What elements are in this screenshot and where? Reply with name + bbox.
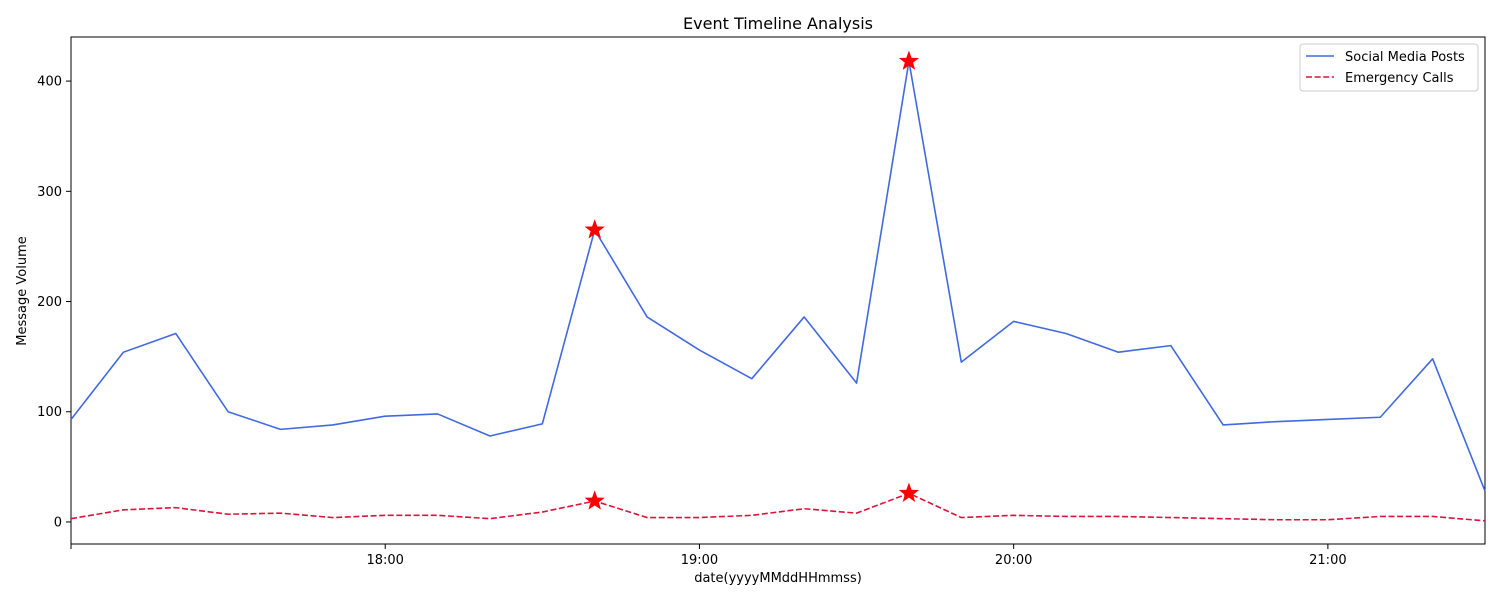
legend-box <box>1299 43 1479 92</box>
data-point-social-media-posts <box>1379 416 1381 418</box>
data-point-social-media-posts <box>384 415 386 417</box>
star-marker-social-media-posts <box>898 50 920 70</box>
data-point-emergency-calls <box>803 508 805 510</box>
data-point-social-media-posts <box>960 361 962 363</box>
data-point-social-media-posts <box>332 424 334 426</box>
x-axis: 18:00 19:00 20:00 21:00 <box>70 544 1347 568</box>
data-point-emergency-calls <box>227 513 229 515</box>
data-point-emergency-calls <box>1065 515 1067 517</box>
data-point-emergency-calls <box>1012 514 1014 516</box>
y-tick-label: 200 <box>37 295 62 310</box>
data-point-emergency-calls <box>751 514 753 516</box>
data-point-social-media-posts <box>1327 418 1329 420</box>
data-point-social-media-posts <box>1012 320 1014 322</box>
data-point-social-media-posts <box>1274 420 1276 422</box>
data-point-emergency-calls <box>855 512 857 514</box>
data-point-emergency-calls <box>70 517 72 519</box>
data-point-social-media-posts <box>489 435 491 437</box>
series-line-social-media-posts <box>70 60 1486 492</box>
data-point-emergency-calls <box>122 509 124 511</box>
x-tick-label: 20:00 <box>995 553 1032 568</box>
data-point-emergency-calls <box>960 516 962 518</box>
data-point-emergency-calls <box>175 506 177 508</box>
data-point-social-media-posts <box>279 428 281 430</box>
plot-frame <box>70 36 1486 545</box>
y-tick-label: 0 <box>54 515 62 530</box>
data-point-social-media-posts <box>1065 332 1067 334</box>
legend-label-emergency-calls: Emergency Calls <box>1345 71 1454 86</box>
star-marker-emergency-calls <box>584 490 605 510</box>
data-point-social-media-posts <box>1431 358 1433 360</box>
data-point-social-media-posts <box>646 316 648 318</box>
x-tick-label: 21:00 <box>1309 553 1346 568</box>
data-point-emergency-calls <box>646 516 648 518</box>
plot-area <box>70 36 1486 545</box>
data-point-emergency-calls <box>1222 517 1224 519</box>
data-point-social-media-posts <box>436 413 438 415</box>
data-point-social-media-posts <box>70 418 72 420</box>
data-point-social-media-posts <box>227 411 229 413</box>
y-axis: 0 100 200 300 400 <box>37 75 71 530</box>
data-point-emergency-calls <box>698 516 700 518</box>
series-line-emergency-calls <box>70 492 1486 522</box>
y-axis-label: Message Volume <box>15 236 30 345</box>
data-point-social-media-posts <box>1222 424 1224 426</box>
legend-label-social-media-posts: Social Media Posts <box>1345 50 1465 65</box>
chart-title: Event Timeline Analysis <box>683 14 873 33</box>
y-tick-label: 100 <box>37 405 62 420</box>
data-point-emergency-calls <box>1170 516 1172 518</box>
data-point-social-media-posts <box>122 351 124 353</box>
data-point-social-media-posts <box>751 377 753 379</box>
data-point-social-media-posts <box>541 423 543 425</box>
data-point-emergency-calls <box>541 511 543 513</box>
data-point-emergency-calls <box>1431 515 1433 517</box>
legend: Social Media Posts Emergency Calls <box>1299 43 1479 92</box>
star-marker-social-media-posts <box>584 219 605 239</box>
data-point-emergency-calls <box>384 514 386 516</box>
x-tick-label: 19:00 <box>681 553 718 568</box>
data-point-social-media-posts <box>1484 490 1486 492</box>
y-tick-label: 300 <box>37 185 62 200</box>
data-point-emergency-calls <box>489 517 491 519</box>
data-point-emergency-calls <box>1274 519 1276 521</box>
data-point-emergency-calls <box>279 512 281 514</box>
data-point-social-media-posts <box>803 316 805 318</box>
data-point-social-media-posts <box>1170 344 1172 346</box>
data-point-emergency-calls <box>1327 519 1329 521</box>
data-point-social-media-posts <box>698 349 700 351</box>
data-point-emergency-calls <box>436 514 438 516</box>
data-point-emergency-calls <box>1484 520 1486 522</box>
data-point-social-media-posts <box>1117 351 1119 353</box>
marker-layer <box>584 50 920 510</box>
data-point-emergency-calls <box>1379 515 1381 517</box>
series-layer <box>70 60 1486 522</box>
data-point-social-media-posts <box>175 332 177 334</box>
x-tick-label: 18:00 <box>366 553 403 568</box>
star-marker-emergency-calls <box>898 482 920 502</box>
data-point-social-media-posts <box>855 382 857 384</box>
x-axis-label: date(yyyyMMddHHmmss) <box>694 571 862 586</box>
data-point-emergency-calls <box>332 516 334 518</box>
y-tick-label: 400 <box>37 75 62 90</box>
data-point-emergency-calls <box>1117 515 1119 517</box>
